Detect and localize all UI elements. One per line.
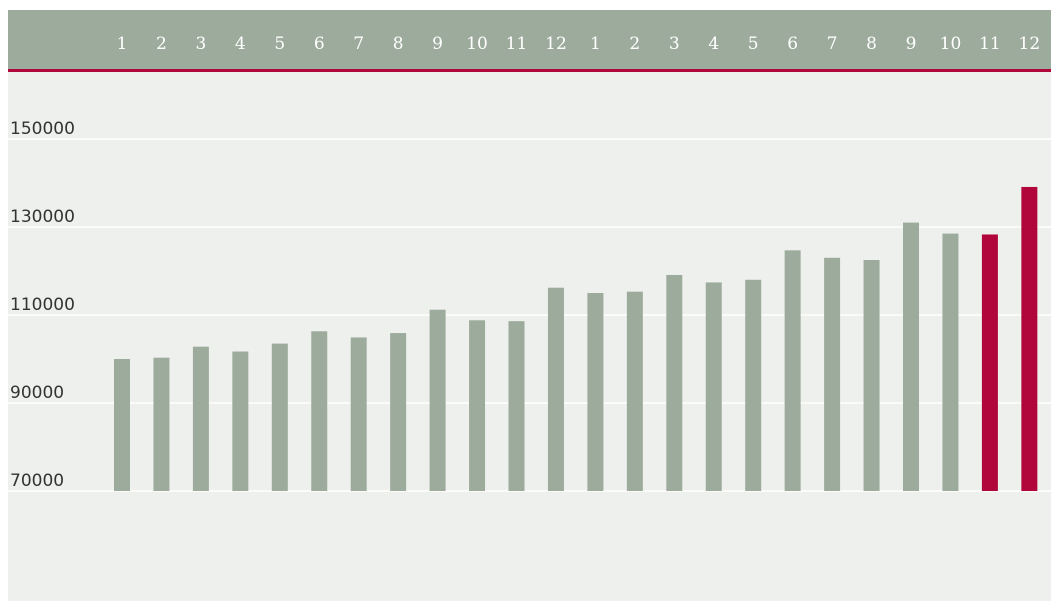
x-tick-label: 11 <box>979 34 1001 54</box>
bar <box>1021 186 1038 491</box>
chart-background <box>8 10 1051 601</box>
x-tick-label: 2 <box>629 34 640 54</box>
bar <box>547 287 564 491</box>
bar <box>114 359 130 491</box>
bar <box>469 320 486 491</box>
x-tick-label: 2 <box>156 34 167 54</box>
x-axis-header-band <box>8 10 1051 71</box>
y-tick-label: 110000 <box>10 295 75 315</box>
x-tick-label: 9 <box>906 34 917 54</box>
x-tick-label: 1 <box>590 34 601 54</box>
x-tick-label: 10 <box>466 34 488 54</box>
bar <box>981 234 998 492</box>
bar <box>784 250 801 491</box>
bar <box>942 233 959 491</box>
x-tick-label: 12 <box>545 34 567 54</box>
y-tick-label: 90000 <box>10 383 64 403</box>
x-axis-header-rule <box>8 69 1051 72</box>
bar <box>311 331 328 491</box>
bar <box>192 346 209 491</box>
y-axis-tick-labels: 70000 90000 110000 130000 150000 <box>10 119 75 491</box>
x-tick-label: 12 <box>1019 34 1041 54</box>
x-tick-label: 8 <box>866 34 877 54</box>
y-tick-label: 150000 <box>10 119 75 139</box>
bar <box>626 291 643 491</box>
x-tick-label: 6 <box>314 34 325 54</box>
x-tick-label: 6 <box>787 34 798 54</box>
bar <box>903 222 919 491</box>
bar <box>271 343 288 491</box>
x-tick-label: 5 <box>748 34 759 54</box>
y-tick-label: 130000 <box>10 207 75 227</box>
bar <box>745 279 762 491</box>
bar <box>390 333 407 491</box>
bars <box>114 186 1038 492</box>
x-axis-tick-labels: 1 2 3 4 5 6 7 8 9 10 11 12 1 2 3 4 5 6 7 8 9 10 11 12 <box>117 34 1041 54</box>
bar <box>429 309 446 491</box>
bar <box>666 274 683 491</box>
y-tick-label: 70000 <box>10 471 64 491</box>
bar <box>587 293 604 491</box>
bar <box>232 351 249 491</box>
x-tick-label: 10 <box>940 34 962 54</box>
x-tick-label: 1 <box>117 34 128 54</box>
bar <box>705 282 722 491</box>
bar <box>824 257 841 491</box>
bar <box>350 337 367 491</box>
bar <box>863 260 880 491</box>
x-tick-label: 8 <box>393 34 404 54</box>
x-tick-label: 7 <box>353 34 364 54</box>
x-tick-label: 5 <box>274 34 285 54</box>
x-tick-label: 4 <box>708 34 719 54</box>
bar <box>508 321 525 491</box>
x-tick-label: 3 <box>195 34 206 54</box>
bar <box>153 357 170 491</box>
x-tick-label: 7 <box>827 34 838 54</box>
x-tick-label: 4 <box>235 34 246 54</box>
x-tick-label: 9 <box>432 34 443 54</box>
x-tick-label: 11 <box>506 34 528 54</box>
x-tick-label: 3 <box>669 34 680 54</box>
